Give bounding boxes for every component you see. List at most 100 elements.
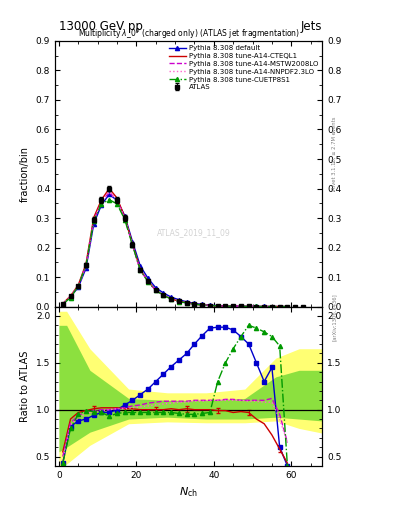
Pythia 8.308 tune-A14-MSTW2008LO: [99, 199, 104, 205]
Pythia 8.308 tune-A14-CTEQL1: [262, 304, 266, 310]
Pythia 8.308 default: [153, 285, 158, 291]
Pythia 8.308 tune-A14-CTEQL1: [122, 214, 127, 220]
Pythia 8.308 default: [146, 275, 151, 281]
Pythia 8.308 tune-A14-MSTW2008LO: [184, 300, 189, 306]
Title: Multiplicity $\lambda\_0^0$ (charged only) (ATLAS jet fragmentation): Multiplicity $\lambda\_0^0$ (charged onl…: [77, 27, 300, 41]
Pythia 8.308 default: [270, 304, 274, 310]
Pythia 8.308 tune-A14-MSTW2008LO: [270, 304, 274, 310]
Text: [arXiv:1306.3436]: [arXiv:1306.3436]: [332, 293, 337, 342]
Pythia 8.308 tune-A14-MSTW2008LO: [262, 304, 266, 310]
Pythia 8.308 tune-A14-NNPDF2.3LO: [99, 199, 104, 205]
Pythia 8.308 tune-A14-NNPDF2.3LO: [68, 293, 73, 300]
Pythia 8.308 default: [239, 303, 243, 309]
Pythia 8.308 tune-A14-CTEQL1: [68, 293, 73, 299]
Pythia 8.308 tune-CUETP8S1: [200, 302, 204, 308]
Pythia 8.308 tune-A14-MSTW2008LO: [138, 267, 143, 273]
Pythia 8.308 tune-CUETP8S1: [122, 217, 127, 223]
Pythia 8.308 tune-A14-CTEQL1: [231, 303, 235, 309]
Pythia 8.308 tune-A14-CTEQL1: [61, 301, 65, 307]
Pythia 8.308 tune-A14-NNPDF2.3LO: [107, 189, 112, 195]
Text: Rivet 3.1.10, ≥ 2.7M events: Rivet 3.1.10, ≥ 2.7M events: [332, 117, 337, 190]
Pythia 8.308 default: [76, 284, 81, 290]
Pythia 8.308 tune-A14-NNPDF2.3LO: [176, 298, 181, 304]
Pythia 8.308 default: [277, 304, 282, 310]
Pythia 8.308 tune-CUETP8S1: [176, 298, 181, 305]
Pythia 8.308 tune-A14-NNPDF2.3LO: [246, 303, 251, 309]
Line: Pythia 8.308 tune-A14-NNPDF2.3LO: Pythia 8.308 tune-A14-NNPDF2.3LO: [63, 192, 287, 307]
Pythia 8.308 default: [138, 263, 143, 269]
Pythia 8.308 tune-CUETP8S1: [99, 201, 104, 207]
Pythia 8.308 tune-CUETP8S1: [107, 197, 112, 203]
Pythia 8.308 tune-CUETP8S1: [161, 292, 166, 298]
Pythia 8.308 default: [115, 197, 119, 203]
Pythia 8.308 tune-A14-CTEQL1: [76, 282, 81, 288]
Pythia 8.308 tune-CUETP8S1: [231, 303, 235, 309]
Pythia 8.308 tune-CUETP8S1: [153, 287, 158, 293]
Text: ATLAS_2019_11_09: ATLAS_2019_11_09: [157, 228, 231, 237]
Pythia 8.308 tune-A14-MSTW2008LO: [176, 298, 181, 304]
Pythia 8.308 default: [92, 221, 96, 227]
Pythia 8.308 tune-A14-MSTW2008LO: [68, 293, 73, 300]
Pythia 8.308 tune-A14-MSTW2008LO: [107, 189, 112, 195]
Pythia 8.308 default: [68, 294, 73, 300]
Pythia 8.308 tune-CUETP8S1: [68, 294, 73, 301]
Pythia 8.308 tune-CUETP8S1: [115, 201, 119, 207]
Pythia 8.308 tune-A14-MSTW2008LO: [161, 292, 166, 298]
Pythia 8.308 default: [208, 302, 212, 308]
Pythia 8.308 tune-A14-MSTW2008LO: [146, 279, 151, 285]
Pythia 8.308 tune-CUETP8S1: [215, 303, 220, 309]
Pythia 8.308 tune-A14-MSTW2008LO: [153, 287, 158, 293]
Line: Pythia 8.308 tune-CUETP8S1: Pythia 8.308 tune-CUETP8S1: [61, 198, 290, 309]
Pythia 8.308 tune-CUETP8S1: [223, 303, 228, 309]
Pythia 8.308 tune-A14-MSTW2008LO: [192, 301, 197, 307]
Pythia 8.308 default: [231, 303, 235, 309]
Pythia 8.308 tune-CUETP8S1: [254, 304, 259, 310]
Pythia 8.308 tune-A14-MSTW2008LO: [169, 296, 174, 302]
Legend: Pythia 8.308 default, Pythia 8.308 tune-A14-CTEQL1, Pythia 8.308 tune-A14-MSTW20: Pythia 8.308 default, Pythia 8.308 tune-…: [167, 43, 320, 93]
Pythia 8.308 tune-A14-NNPDF2.3LO: [262, 304, 266, 310]
Pythia 8.308 default: [254, 303, 259, 309]
Line: Pythia 8.308 tune-A14-MSTW2008LO: Pythia 8.308 tune-A14-MSTW2008LO: [63, 192, 287, 307]
Pythia 8.308 tune-CUETP8S1: [285, 304, 290, 310]
Pythia 8.308 default: [161, 290, 166, 296]
Pythia 8.308 tune-A14-NNPDF2.3LO: [192, 301, 197, 307]
Pythia 8.308 tune-A14-CTEQL1: [208, 303, 212, 309]
Pythia 8.308 tune-A14-NNPDF2.3LO: [223, 303, 228, 309]
Pythia 8.308 tune-A14-NNPDF2.3LO: [277, 304, 282, 310]
Pythia 8.308 default: [61, 301, 65, 307]
Pythia 8.308 tune-A14-NNPDF2.3LO: [84, 263, 88, 269]
Pythia 8.308 tune-A14-CTEQL1: [192, 301, 197, 307]
Pythia 8.308 default: [215, 303, 220, 309]
Pythia 8.308 tune-A14-NNPDF2.3LO: [200, 302, 204, 308]
Pythia 8.308 tune-A14-NNPDF2.3LO: [285, 304, 290, 310]
Pythia 8.308 tune-A14-MSTW2008LO: [231, 303, 235, 309]
Line: Pythia 8.308 default: Pythia 8.308 default: [61, 193, 290, 309]
Pythia 8.308 default: [99, 202, 104, 208]
Pythia 8.308 default: [169, 294, 174, 300]
X-axis label: $N_{\rm{ch}}$: $N_{\rm{ch}}$: [179, 485, 198, 499]
Pythia 8.308 tune-A14-CTEQL1: [277, 304, 282, 310]
Pythia 8.308 tune-A14-MSTW2008LO: [200, 302, 204, 308]
Pythia 8.308 tune-A14-NNPDF2.3LO: [146, 279, 151, 285]
Pythia 8.308 tune-A14-CTEQL1: [176, 298, 181, 304]
Pythia 8.308 tune-A14-MSTW2008LO: [130, 242, 135, 248]
Pythia 8.308 tune-A14-CTEQL1: [84, 261, 88, 267]
Text: 13000 GeV pp: 13000 GeV pp: [59, 20, 143, 33]
Pythia 8.308 tune-A14-NNPDF2.3LO: [184, 300, 189, 306]
Pythia 8.308 default: [184, 299, 189, 305]
Pythia 8.308 tune-CUETP8S1: [262, 304, 266, 310]
Pythia 8.308 tune-A14-MSTW2008LO: [239, 303, 243, 309]
Pythia 8.308 tune-A14-CTEQL1: [99, 197, 104, 203]
Pythia 8.308 tune-CUETP8S1: [61, 301, 65, 307]
Line: Pythia 8.308 tune-A14-CTEQL1: Pythia 8.308 tune-A14-CTEQL1: [63, 188, 287, 307]
Pythia 8.308 tune-CUETP8S1: [146, 279, 151, 285]
Pythia 8.308 tune-A14-CTEQL1: [270, 304, 274, 310]
Pythia 8.308 tune-A14-MSTW2008LO: [277, 304, 282, 310]
Pythia 8.308 default: [262, 304, 266, 310]
Pythia 8.308 tune-A14-MSTW2008LO: [61, 301, 65, 307]
Pythia 8.308 tune-A14-NNPDF2.3LO: [122, 215, 127, 221]
Pythia 8.308 tune-A14-NNPDF2.3LO: [161, 292, 166, 298]
Pythia 8.308 default: [122, 212, 127, 219]
Y-axis label: Ratio to ATLAS: Ratio to ATLAS: [20, 351, 30, 422]
Pythia 8.308 default: [285, 304, 290, 310]
